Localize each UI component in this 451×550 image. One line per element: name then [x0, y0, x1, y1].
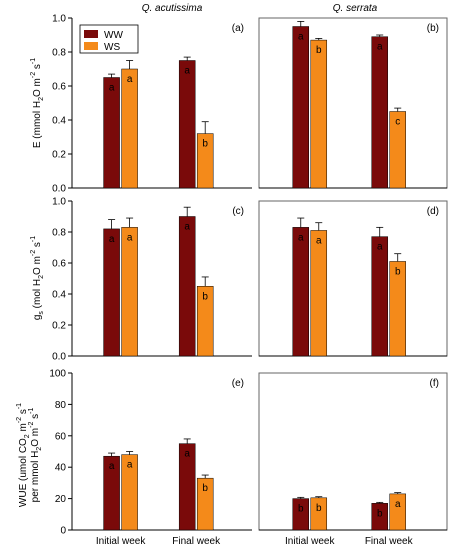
- significance-letter: b: [316, 45, 322, 56]
- legend-label-WW: WW: [104, 30, 123, 41]
- significance-letter: b: [202, 139, 208, 150]
- bar-WS: [121, 227, 138, 357]
- significance-letter: a: [377, 42, 383, 53]
- panel-letter: (b): [427, 23, 439, 34]
- panel-f: (f) b b Initial week b a Final week: [258, 372, 448, 547]
- significance-letter: a: [184, 66, 190, 77]
- significance-letter: b: [202, 483, 208, 494]
- y-tick-label: 0.8: [52, 228, 66, 239]
- significance-letter: a: [316, 235, 322, 246]
- legend-label-WS: WS: [104, 42, 120, 53]
- x-category-label: Initial week: [285, 536, 335, 547]
- ylabel-WUE: WUE (umol CO2 m-2 s-1 per mmol H2O m-2 s…: [16, 403, 43, 507]
- significance-letter: a: [127, 74, 133, 85]
- x-category-label: Initial week: [96, 536, 146, 547]
- panel-frame: [258, 372, 448, 531]
- y-tick-label: 0.8: [52, 48, 66, 59]
- significance-letter: a: [109, 461, 115, 472]
- y-tick-label: 0: [60, 526, 66, 537]
- x-category-label: Final week: [172, 536, 221, 547]
- panel-letter: (f): [430, 378, 439, 389]
- panel-c: 0.0 0.2 0.4 0.6 0.8 1.0 (c) a a a b: [52, 197, 252, 363]
- panel-letter: (d): [427, 206, 439, 217]
- panel-b: (b) a b a c: [258, 17, 448, 189]
- bar-WS: [121, 68, 138, 189]
- bar-WS: [310, 230, 328, 357]
- y-tick-label: 0.6: [52, 259, 66, 270]
- bar-WS: [310, 39, 328, 189]
- significance-letter: a: [395, 499, 401, 510]
- legend-swatch-WW: [84, 30, 98, 38]
- ylabel-gs: gs (mol H2O m-2 s-1: [30, 236, 45, 320]
- ylabel-E: E (mmol H2O m-2 s-1: [30, 58, 45, 148]
- svg-text:E (mmol H2O m-2 s-1: E (mmol H2O m-2 s-1: [30, 58, 45, 148]
- bar-WW: [371, 236, 388, 357]
- significance-letter: a: [109, 83, 115, 94]
- panel-d: (d) a a a b: [258, 200, 448, 357]
- y-tick-label: 0.2: [52, 321, 66, 332]
- significance-letter: a: [184, 222, 190, 233]
- y-tick-label: 1.0: [52, 197, 66, 208]
- svg-text:gs (mol H2O m-2 s-1: gs (mol H2O m-2 s-1: [30, 236, 45, 320]
- y-tick-label: 0.2: [52, 150, 66, 161]
- panel-letter: (c): [232, 206, 244, 217]
- y-tick-label: 0.0: [52, 352, 66, 363]
- significance-letter: a: [298, 232, 304, 243]
- panel-e: 0 20 40 60 80 100 (e) a a Initial week a b Final wee…: [49, 369, 252, 547]
- y-tick-label: 0.4: [52, 290, 66, 301]
- bar-WW: [292, 26, 310, 189]
- y-tick-label: 80: [55, 400, 67, 411]
- panel-letter: (a): [232, 23, 244, 34]
- significance-letter: a: [109, 234, 115, 245]
- y-tick-label: 60: [55, 431, 67, 442]
- significance-letter: b: [377, 508, 383, 519]
- y-tick-label: 100: [49, 369, 66, 380]
- svg-text:per mmol H2O m-2 s-1: per mmol H2O m-2 s-1: [28, 408, 43, 503]
- x-category-label: Final week: [365, 536, 414, 547]
- bar-WW: [103, 228, 120, 357]
- significance-letter: a: [377, 242, 383, 253]
- panel-frame: [258, 200, 448, 357]
- significance-letter: a: [298, 32, 304, 43]
- y-tick-label: 0.6: [52, 82, 66, 93]
- y-tick-label: 20: [55, 494, 67, 505]
- panel-letter: (e): [232, 378, 244, 389]
- significance-letter: b: [395, 266, 401, 277]
- y-tick-label: 1.0: [52, 14, 66, 25]
- y-tick-label: 40: [55, 463, 67, 474]
- significance-letter: b: [298, 504, 304, 515]
- significance-letter: c: [395, 117, 400, 128]
- bar-WW: [292, 227, 310, 357]
- column-title-acutissima: Q. acutissima: [142, 3, 203, 14]
- legend: WW WS: [79, 24, 139, 54]
- column-title-serrata: Q. serrata: [333, 3, 378, 14]
- significance-letter: a: [184, 449, 190, 460]
- panel-frame: [258, 17, 448, 189]
- y-tick-label: 0.0: [52, 184, 66, 195]
- panel-a: 0.0 0.2 0.4 0.6 0.8 1.0 (a) a a a b: [52, 14, 252, 195]
- bar-WW: [103, 77, 120, 189]
- bar-WW: [178, 60, 196, 189]
- significance-letter: b: [316, 503, 322, 514]
- bar-WW: [178, 216, 196, 357]
- significance-letter: a: [127, 232, 133, 243]
- bar-WW: [371, 36, 388, 189]
- svg-text:WUE (umol CO2 m-2 s-1: WUE (umol CO2 m-2 s-1: [16, 403, 31, 507]
- legend-swatch-WS: [84, 42, 98, 50]
- significance-letter: a: [127, 460, 133, 471]
- significance-letter: b: [202, 291, 208, 302]
- y-tick-label: 0.4: [52, 116, 66, 127]
